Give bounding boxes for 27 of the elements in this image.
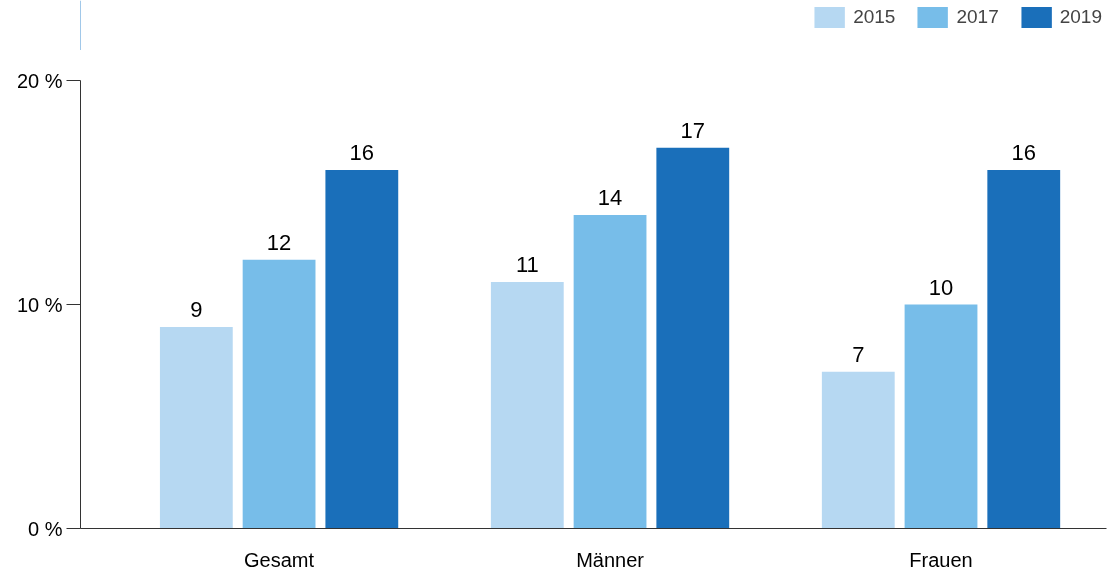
x-tick-label: Männer <box>576 548 645 571</box>
bar <box>159 326 233 529</box>
data-label: 16 <box>349 140 375 166</box>
x-tick-label: Gesamt <box>244 548 315 571</box>
y-tick-label: 10 % <box>16 293 63 316</box>
data-label: 9 <box>190 296 203 322</box>
legend-label: 2015 <box>853 6 896 28</box>
data-label: 12 <box>266 229 292 255</box>
legend-label: 2019 <box>1059 6 1102 28</box>
bar <box>987 170 1061 529</box>
bar <box>821 371 895 529</box>
y-tick-label: 20 % <box>16 69 63 92</box>
bar <box>242 259 316 529</box>
bar <box>904 304 978 529</box>
data-label: 17 <box>680 117 706 143</box>
bar <box>325 170 399 529</box>
bar <box>490 282 564 529</box>
data-label: 14 <box>597 184 623 210</box>
legend-label: 2017 <box>956 6 999 28</box>
y-tick-label: 0 % <box>28 517 63 540</box>
data-label: 10 <box>928 274 954 300</box>
data-label: 16 <box>1011 140 1037 166</box>
bar <box>573 214 647 529</box>
x-tick-label: Frauen <box>909 548 973 571</box>
data-label: 11 <box>515 252 539 278</box>
bar <box>656 147 730 529</box>
data-label: 7 <box>852 341 865 367</box>
